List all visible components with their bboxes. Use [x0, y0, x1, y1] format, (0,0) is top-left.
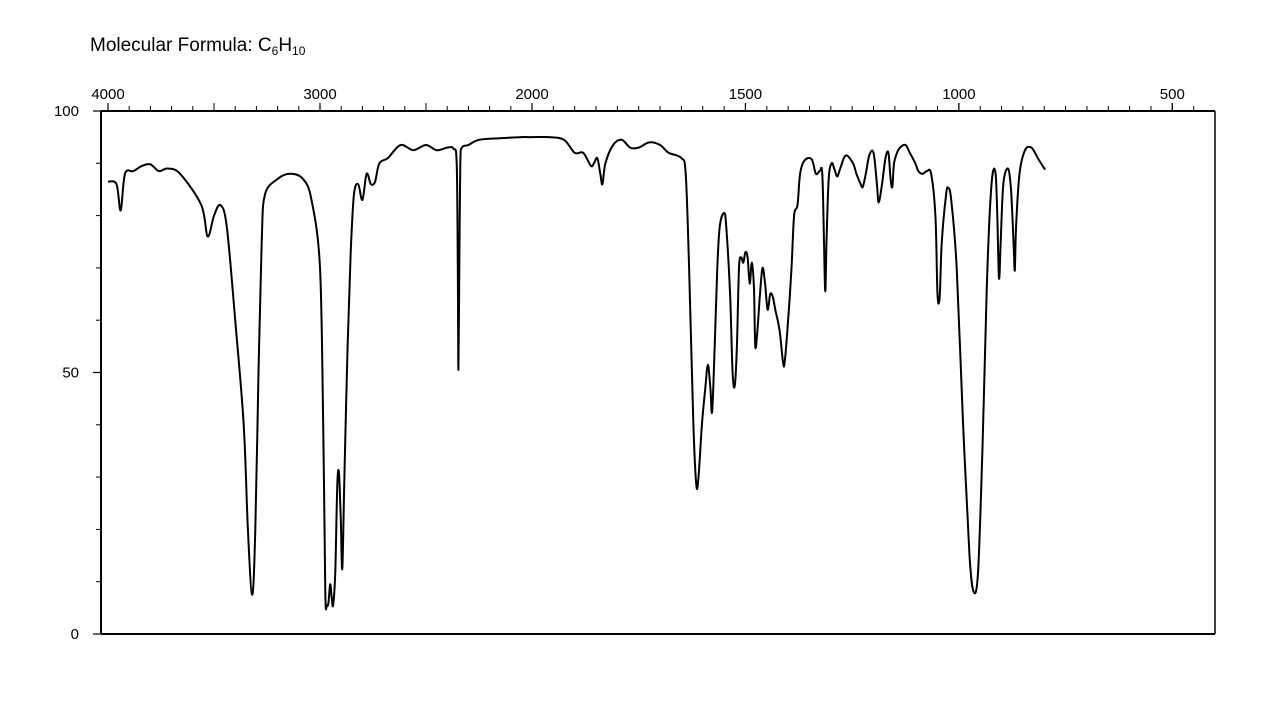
- x-tick-label: 3000: [303, 86, 336, 103]
- spectrum-line: [107, 135, 1046, 611]
- x-tick-label: 4000: [91, 86, 124, 103]
- x-tick-label: 500: [1160, 86, 1185, 103]
- formula-element-2: H: [278, 35, 293, 56]
- formula-prefix: Molecular Formula:: [90, 35, 258, 56]
- formula-count-2: 10: [292, 44, 306, 58]
- y-tick-label: 100: [54, 103, 79, 120]
- x-tick-label: 1500: [729, 86, 762, 103]
- molecular-formula: Molecular Formula: C6H10: [90, 35, 305, 58]
- x-tick-label: 2000: [515, 86, 548, 103]
- y-tick-label: 0: [71, 626, 79, 643]
- formula-count-1: 6: [271, 44, 279, 58]
- y-axis-ticks: 0 50 100: [54, 103, 101, 643]
- y-tick-label: 50: [62, 365, 79, 382]
- x-tick-label: 1000: [942, 86, 975, 103]
- spectrum-series: [107, 135, 1046, 611]
- x-axis-ticks: 4000 3000 2000 1500 1000 500: [91, 86, 1195, 111]
- formula-element-1: C: [257, 35, 272, 56]
- chart-axes: [100, 110, 1216, 635]
